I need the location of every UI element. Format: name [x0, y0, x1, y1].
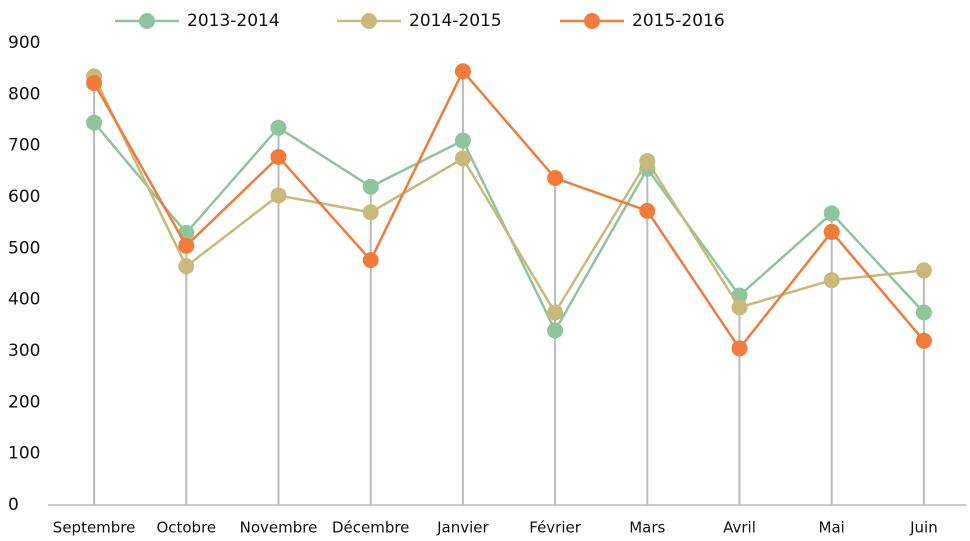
point — [731, 299, 748, 316]
point — [547, 322, 564, 339]
series-line — [93, 68, 925, 351]
point — [823, 272, 840, 289]
legend-marker — [361, 13, 377, 29]
point — [915, 304, 932, 321]
x-tick-label: Janvier — [436, 519, 489, 537]
y-tick-label: 100 — [8, 444, 40, 464]
point — [86, 75, 103, 92]
y-tick-label: 600 — [8, 187, 40, 207]
y-tick-label: 200 — [8, 392, 40, 412]
y-tick-label: 400 — [8, 290, 40, 310]
legend-marker — [584, 13, 600, 29]
series-line — [92, 75, 925, 315]
point — [454, 150, 471, 167]
point — [362, 204, 379, 221]
y-tick-label: 300 — [8, 341, 40, 361]
x-tick-label: Octobre — [156, 519, 216, 537]
y-tick-label: 800 — [8, 84, 40, 104]
x-tick-label: Mai — [819, 519, 845, 537]
y-tick-label: 900 — [8, 33, 40, 53]
point — [362, 252, 379, 269]
y-tick-label: 0 — [8, 495, 19, 515]
point — [547, 170, 564, 187]
point — [823, 205, 840, 222]
legend-label: 2015-2016 — [632, 11, 725, 31]
point — [178, 258, 195, 275]
x-tick-label: Avril — [723, 519, 756, 537]
point — [915, 262, 932, 279]
x-tick-label: Février — [529, 519, 581, 537]
x-tick-label: Mars — [629, 519, 665, 537]
legend-marker — [139, 13, 155, 29]
y-tick-label: 700 — [8, 136, 40, 156]
point — [731, 340, 748, 357]
point — [639, 202, 656, 219]
y-tick-label: 500 — [8, 238, 40, 258]
point — [547, 304, 564, 321]
point — [270, 148, 287, 165]
x-tick-label: Novembre — [240, 519, 318, 537]
point — [270, 119, 287, 136]
point — [270, 187, 287, 204]
legend-label: 2013-2014 — [187, 11, 280, 31]
point — [178, 237, 195, 254]
series-line — [93, 121, 925, 334]
point — [362, 178, 379, 195]
point — [86, 114, 103, 131]
x-tick-label: Juin — [909, 519, 938, 537]
legend-label: 2014-2015 — [409, 11, 502, 31]
point — [823, 223, 840, 240]
point — [454, 63, 471, 80]
point — [915, 332, 932, 349]
point — [454, 132, 471, 149]
x-tick-label: Septembre — [53, 519, 136, 537]
x-tick-label: Décembre — [332, 519, 409, 537]
point — [639, 153, 656, 170]
